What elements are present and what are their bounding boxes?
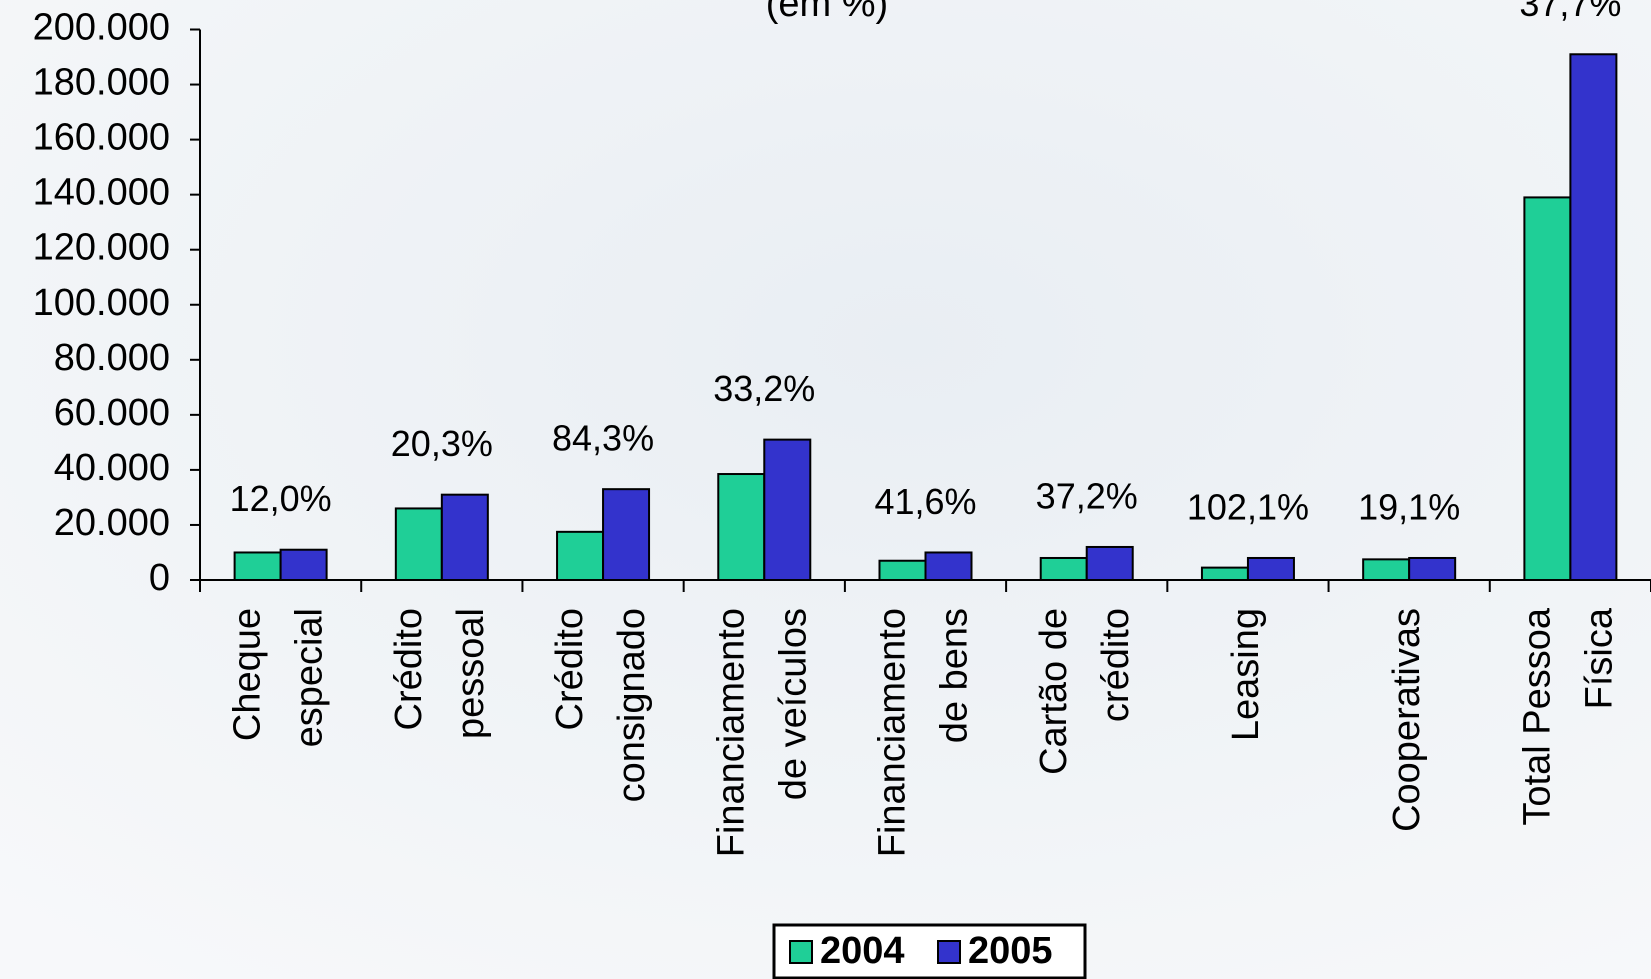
x-tick-label: Total Pessoa xyxy=(1516,607,1558,825)
y-tick-label: 40.000 xyxy=(54,447,170,489)
y-tick-label: 120.000 xyxy=(33,227,170,269)
y-tick-label: 60.000 xyxy=(54,392,170,434)
y-tick-label: 200.000 xyxy=(33,7,170,49)
bar xyxy=(1408,556,1457,581)
x-tick-label: Crédito xyxy=(388,608,430,731)
bar xyxy=(233,551,282,581)
x-tick-label: Cooperativas xyxy=(1386,608,1428,832)
bar xyxy=(1039,556,1088,581)
y-tick-label: 20.000 xyxy=(54,502,170,544)
bar xyxy=(279,548,328,581)
bar xyxy=(763,438,812,581)
x-tick-label-group: Crédito consignado xyxy=(549,608,653,802)
growth-label: 19,1% xyxy=(1358,486,1460,527)
growth-label: 41,6% xyxy=(874,481,976,522)
growth-label: 84,3% xyxy=(552,418,654,459)
growth-label: 37,7% xyxy=(1519,0,1621,24)
growth-label: 33,2% xyxy=(713,368,815,409)
x-tick-label: crédito xyxy=(1095,608,1137,722)
x-tick-label: de bens xyxy=(934,608,976,743)
x-tick-label: Física xyxy=(1578,607,1620,709)
x-tick-label: Financiamento xyxy=(872,608,914,857)
growth-label: 12,0% xyxy=(230,478,332,519)
bar xyxy=(1246,556,1295,581)
x-tick-label-group: Financiamento de bens xyxy=(872,608,976,857)
legend-label: 2004 xyxy=(820,930,905,972)
x-tick-label: pessoal xyxy=(450,608,492,739)
x-tick-label: Crédito xyxy=(549,608,591,731)
x-tick-label-group: Financiamento de veículos xyxy=(710,608,814,857)
bar xyxy=(1569,53,1618,581)
x-tick-label: de veículos xyxy=(772,608,814,800)
legend-label: 2005 xyxy=(968,930,1053,972)
x-tick-label-group: Total Pessoa Física xyxy=(1516,607,1620,825)
x-tick-label: Cartão de xyxy=(1033,608,1075,775)
x-tick-label: especial xyxy=(289,608,331,747)
x-tick-label-group: Cheque especial xyxy=(227,608,331,747)
chart-title: (em %) xyxy=(766,0,888,25)
y-tick-label: 100.000 xyxy=(33,282,170,324)
x-tick-label-group: Leasing xyxy=(1225,608,1267,741)
bar xyxy=(1085,545,1134,581)
legend-swatch xyxy=(789,940,813,964)
bar xyxy=(602,488,651,582)
y-tick-label: 0 xyxy=(149,557,170,599)
y-tick-label: 160.000 xyxy=(33,117,170,159)
bar xyxy=(556,530,605,581)
bar xyxy=(1523,196,1572,581)
x-tick-label: Cheque xyxy=(227,608,269,741)
x-tick-label: consignado xyxy=(611,608,653,802)
x-tick-label-group: Cartão de crédito xyxy=(1033,608,1137,775)
bar xyxy=(394,507,443,581)
bar xyxy=(440,493,489,581)
legend-swatch xyxy=(937,940,961,964)
growth-label: 37,2% xyxy=(1036,475,1138,516)
bar xyxy=(1362,558,1411,582)
bar xyxy=(924,551,973,581)
growth-label: 102,1% xyxy=(1187,486,1309,527)
x-tick-label-group: Cooperativas xyxy=(1386,608,1428,832)
growth-label: 20,3% xyxy=(391,423,493,464)
legend: 2004 2005 xyxy=(772,923,1087,979)
x-tick-label: Leasing xyxy=(1225,608,1267,741)
legend-box xyxy=(772,923,1087,979)
bar xyxy=(878,559,927,581)
y-tick-label: 180.000 xyxy=(33,62,170,104)
bar xyxy=(717,473,766,581)
y-tick-label: 140.000 xyxy=(33,172,170,214)
y-tick-label: 80.000 xyxy=(54,337,170,379)
x-tick-label-group: Crédito pessoal xyxy=(388,608,492,739)
x-tick-label: Financiamento xyxy=(710,608,752,857)
bar xyxy=(1200,566,1249,582)
